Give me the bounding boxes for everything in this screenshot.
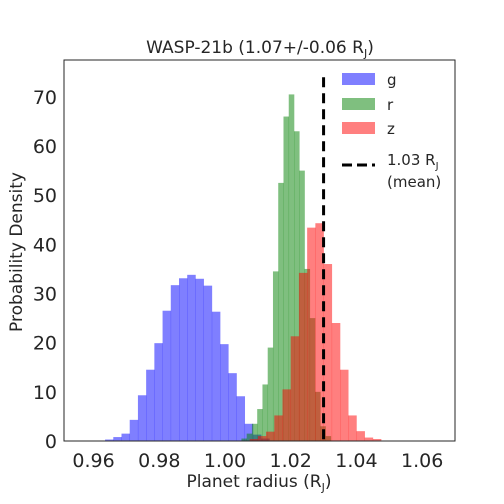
x-tick-label: 1.04: [335, 450, 377, 472]
plot-frame: [63, 59, 456, 442]
bar-z: [274, 415, 283, 441]
legend-label-g: g: [387, 71, 397, 89]
y-tick-label: 20: [33, 333, 57, 355]
bar-r: [294, 131, 300, 441]
y-tick-label: 60: [33, 136, 57, 158]
y-tick-label: 0: [45, 431, 57, 453]
legend-swatch-g: [342, 73, 375, 85]
legend-swatch-z: [342, 122, 375, 134]
bar-g: [146, 369, 155, 441]
bar-r: [267, 347, 274, 441]
legend-swatch-r: [342, 98, 375, 110]
bar-z: [298, 272, 308, 441]
bar-g: [187, 274, 196, 441]
y-tick-label: 70: [33, 87, 57, 109]
bar-g: [162, 310, 172, 441]
bar-r: [288, 94, 295, 441]
bar-g: [244, 423, 254, 441]
legend-label-mean: 1.03 RJ: [387, 151, 439, 172]
bar-g: [179, 278, 188, 441]
bar-g: [113, 437, 122, 441]
bar-z: [307, 227, 316, 441]
bar-r: [246, 433, 253, 441]
y-axis-label: Probability Density: [7, 172, 27, 332]
bar-r: [283, 116, 290, 441]
histogram-bars: [105, 94, 390, 442]
bar-z: [356, 431, 365, 441]
y-tick-label: 30: [33, 284, 57, 306]
bar-z: [282, 389, 292, 441]
bar-g: [236, 396, 246, 441]
bar-z: [323, 264, 333, 441]
bar-r: [278, 182, 284, 441]
bar-g: [228, 373, 237, 441]
x-axis-ticks: 0.96 0.98 1.00 1.02 1.04 1.06: [72, 450, 443, 472]
bar-z: [331, 323, 341, 441]
bar-g: [203, 285, 213, 441]
bar-z: [315, 223, 324, 441]
legend-label-r: r: [387, 96, 394, 114]
bar-z: [249, 439, 259, 441]
chart-title: WASP-21b (1.07+/-0.06 RJ): [146, 38, 374, 60]
legend-label-z: z: [387, 120, 395, 138]
bar-z: [257, 436, 267, 441]
y-tick-label: 50: [33, 185, 57, 207]
bar-r: [257, 409, 263, 441]
bar-g: [220, 344, 229, 441]
bar-z: [372, 439, 382, 441]
bar-z: [340, 369, 349, 441]
bar-g: [170, 285, 180, 441]
bar-r: [272, 271, 279, 441]
bar-g: [211, 311, 221, 441]
bar-z: [348, 415, 357, 441]
bar-g: [121, 433, 131, 441]
y-axis-ticks: 0 10 20 30 40 50 60 70: [33, 87, 57, 453]
x-tick-label: 1.00: [204, 450, 246, 472]
x-tick-label: 0.96: [72, 450, 114, 472]
bar-g: [195, 278, 204, 441]
bar-z: [266, 431, 275, 441]
bar-g: [137, 395, 147, 441]
bar-z: [364, 437, 374, 441]
bar-g: [129, 419, 139, 441]
x-axis-label: Planet radius (RJ): [187, 472, 332, 494]
x-tick-label: 1.06: [401, 450, 443, 472]
bar-g: [154, 343, 163, 441]
y-tick-label: 10: [33, 382, 57, 404]
bar-r: [251, 423, 258, 441]
bar-r: [241, 438, 247, 441]
legend-label-mean-line2: (mean): [387, 173, 441, 191]
x-tick-label: 1.02: [270, 450, 312, 472]
x-tick-label: 0.98: [138, 450, 180, 472]
legend: g r z 1.03 RJ (mean): [342, 71, 441, 191]
bar-r: [262, 384, 269, 441]
bar-g: [105, 439, 114, 441]
y-tick-label: 40: [33, 234, 57, 256]
bar-z: [290, 336, 300, 441]
